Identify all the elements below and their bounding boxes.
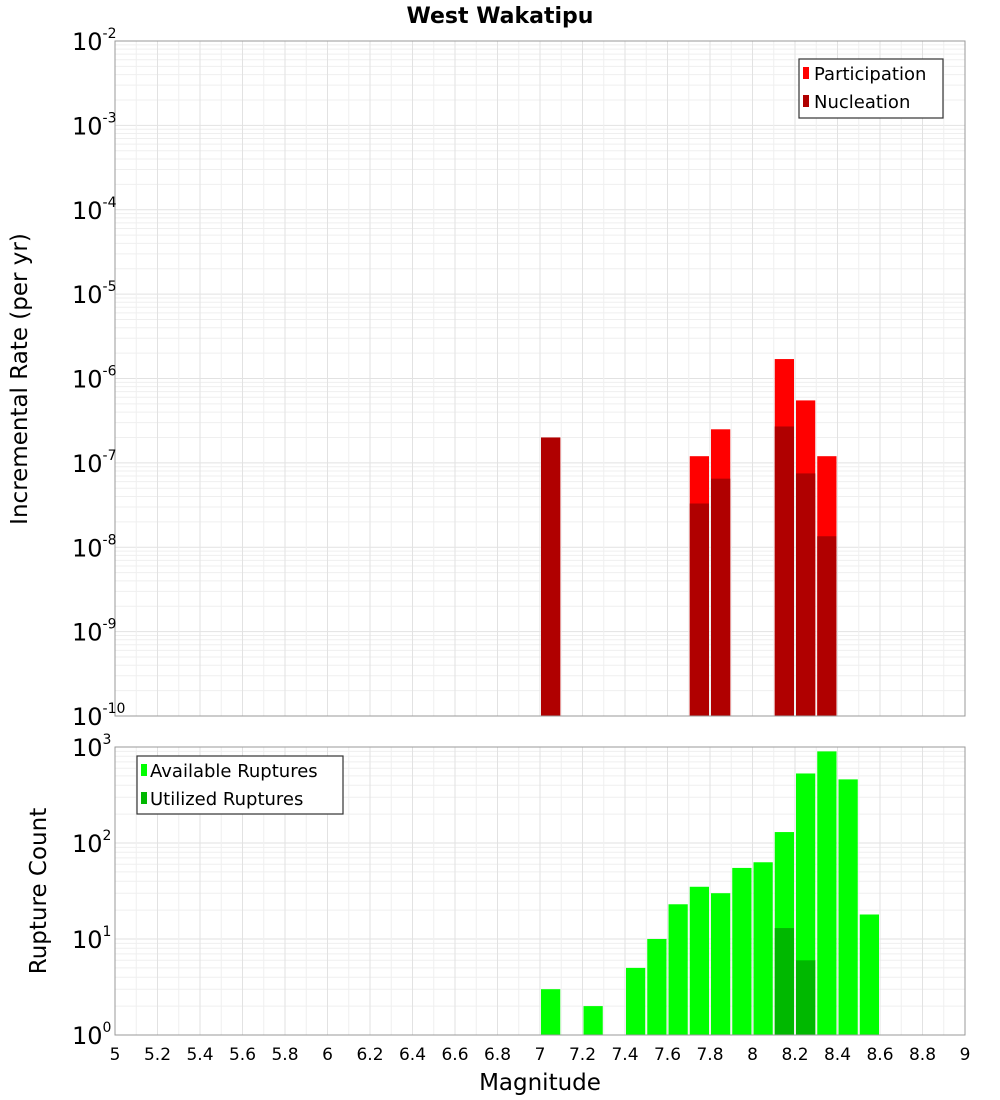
rate-panel: 10-10 10-9 10-8 10-7 10-6 10-5 10-4 10-3 10-2 In…: [7, 26, 966, 731]
utilized-ruptures-bar: [774, 928, 794, 1035]
participation-legend-swatch: [803, 67, 809, 79]
x-tick-label: 6.4: [399, 1045, 426, 1065]
utilized-ruptures-bar: [796, 960, 816, 1035]
available-ruptures-bar: [838, 779, 858, 1035]
y-tick-label: 10-8: [72, 532, 117, 562]
rate-bars: [541, 359, 837, 716]
rate-legend: Participation Nucleation: [798, 58, 944, 119]
y-tick-label: 10-4: [72, 195, 117, 225]
available-ruptures-bar: [668, 904, 688, 1035]
nucleation-legend-swatch: [803, 95, 809, 107]
participation-legend-label: Participation: [814, 64, 926, 85]
available-ruptures-bar: [647, 939, 667, 1035]
x-tick-label: 6: [322, 1045, 333, 1065]
x-tick-label: 7: [535, 1045, 546, 1065]
available-ruptures-bar: [541, 989, 561, 1035]
x-tick-label: 7.6: [654, 1045, 681, 1065]
y-tick-label: 10-2: [72, 26, 117, 56]
rate-gridlines: [114, 40, 966, 717]
x-tick-label: 8.8: [909, 1045, 936, 1065]
y-tick-label: 10-7: [72, 448, 117, 478]
available-ruptures-bar: [732, 867, 752, 1035]
x-tick-label: 7.8: [696, 1045, 723, 1065]
x-tick-label: 7.2: [569, 1045, 596, 1065]
available-ruptures-bar: [626, 967, 646, 1035]
y-tick-label: 10-9: [72, 617, 117, 647]
count-legend-box: [136, 755, 344, 815]
nucleation-bar: [774, 426, 794, 716]
available-ruptures-bar: [583, 1006, 603, 1035]
nucleation-legend-label: Nucleation: [814, 92, 910, 113]
x-tick-label: 9: [960, 1045, 971, 1065]
chart-title: West Wakatipu: [407, 4, 594, 29]
rate-plot-frame: [114, 40, 966, 717]
count-legend: Available Ruptures Utilized Ruptures: [136, 755, 344, 815]
x-tick-label: 8.2: [781, 1045, 808, 1065]
y-tick-label: 10-6: [72, 364, 117, 394]
count-y-axis-label: Rupture Count: [26, 808, 52, 974]
y-tick-label: 101: [72, 924, 111, 954]
x-axis-label: Magnitude: [479, 1070, 601, 1096]
x-tick-label: 7.4: [611, 1045, 638, 1065]
available-ruptures-bar: [817, 751, 837, 1035]
available-legend-label: Available Ruptures: [150, 761, 318, 782]
x-tick-label: 8.4: [824, 1045, 851, 1065]
x-tick-label: 5: [110, 1045, 121, 1065]
x-tick-label: 6.8: [484, 1045, 511, 1065]
available-ruptures-bar: [753, 862, 773, 1035]
rate-y-tick-labels: 10-10 10-9 10-8 10-7 10-6 10-5 10-4 10-3 10-2: [72, 26, 125, 731]
y-tick-label: 103: [72, 732, 111, 762]
nucleation-bar: [541, 437, 561, 716]
count-panel: 100 101 102 103 5 5.2 5.4 5.6 5.8 6 6.2 6.4 6.6 6.8 7…: [26, 732, 970, 1096]
x-tick-label: 5.6: [229, 1045, 256, 1065]
count-plot-frame: [114, 746, 966, 1036]
x-tick-labels: 5 5.2 5.4 5.6 5.8 6 6.2 6.4 6.6 6.8 7 7.2 7.4 7.6 7.8 8…: [110, 1045, 971, 1065]
x-tick-label: 5.8: [271, 1045, 298, 1065]
count-y-tick-labels: 100 101 102 103: [72, 732, 111, 1050]
nucleation-bar: [711, 478, 731, 716]
x-tick-label: 8.6: [866, 1045, 893, 1065]
x-tick-label: 6.2: [356, 1045, 383, 1065]
nucleation-bar: [689, 503, 709, 716]
count-bars: [541, 751, 879, 1035]
x-tick-label: 5.2: [144, 1045, 171, 1065]
y-tick-label: 100: [72, 1020, 111, 1050]
utilized-legend-swatch: [141, 792, 147, 804]
nucleation-bar: [817, 536, 837, 716]
available-ruptures-bar: [711, 893, 731, 1035]
y-tick-label: 10-10: [72, 701, 125, 731]
nucleation-bar: [796, 473, 816, 716]
x-tick-label: 8: [747, 1045, 758, 1065]
y-tick-label: 10-5: [72, 279, 117, 309]
y-tick-label: 10-3: [72, 110, 117, 140]
rate-y-axis-label: Incremental Rate (per yr): [7, 233, 33, 525]
available-ruptures-bar: [859, 914, 879, 1035]
available-ruptures-bar: [689, 886, 709, 1035]
utilized-legend-label: Utilized Ruptures: [150, 789, 303, 810]
x-tick-label: 5.4: [186, 1045, 213, 1065]
rate-legend-box: [798, 58, 944, 119]
available-legend-swatch: [141, 764, 147, 776]
y-tick-label: 102: [72, 828, 111, 858]
x-tick-label: 6.6: [441, 1045, 468, 1065]
